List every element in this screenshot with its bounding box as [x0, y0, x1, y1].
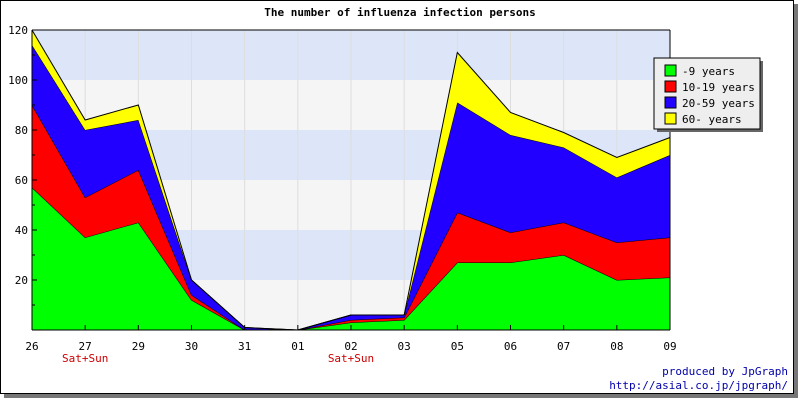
- credit-link[interactable]: http://asial.co.jp/jpgraph/: [609, 379, 788, 392]
- credit-line-1: produced by JpGraph: [662, 365, 788, 378]
- y-tick-label: 60: [15, 174, 28, 187]
- legend-label: 10-19 years: [682, 81, 755, 94]
- x-tick-label: 27: [79, 340, 92, 353]
- x-tick-label: 05: [451, 340, 464, 353]
- y-tick-label: 40: [15, 224, 28, 237]
- legend-label: 20-59 years: [682, 97, 755, 110]
- y-tick-label: 20: [15, 274, 28, 287]
- x-tick-label: 31: [238, 340, 251, 353]
- legend-swatch: [664, 112, 677, 125]
- x-tick-label: 29: [132, 340, 145, 353]
- x-tick-label: 30: [185, 340, 198, 353]
- chart-title: The number of influenza infection person…: [264, 6, 536, 19]
- area-series-4: [32, 30, 670, 330]
- legend-swatch: [664, 80, 677, 93]
- x-tick-label: 03: [398, 340, 411, 353]
- series-line-4: [31, 29, 671, 331]
- x-tick-label: 06: [504, 340, 517, 353]
- x-tick-label: 02: [344, 340, 357, 353]
- legend-label: -9 years: [682, 65, 735, 78]
- x-tick-label: 01: [291, 340, 304, 353]
- area-series-3: [32, 45, 670, 330]
- category-notes: Sat+Sun Sat+Sun: [62, 352, 374, 365]
- x-tick-label: 26: [25, 340, 38, 353]
- y-tick-label: 80: [15, 124, 28, 137]
- legend-swatch: [664, 64, 677, 77]
- x-tick-label: 08: [610, 340, 623, 353]
- category-note: Sat+Sun: [62, 352, 108, 365]
- axes: 20 40 60 80 100 120 26 27 29 30 31 01 02 03 05 06 07 08 09: [8, 24, 677, 353]
- category-note: Sat+Sun: [328, 352, 374, 365]
- area-series-1: [32, 187, 670, 330]
- y-tick-label: 100: [8, 74, 28, 87]
- legend: -9 years 10-19 years 20-59 years 60- years: [653, 57, 763, 132]
- series-areas: [31, 29, 671, 331]
- legend-label: 60- years: [682, 113, 742, 126]
- x-tick-label: 07: [557, 340, 570, 353]
- y-tick-label: 120: [8, 24, 28, 37]
- x-tick-label: 09: [663, 340, 676, 353]
- legend-swatch: [664, 96, 677, 109]
